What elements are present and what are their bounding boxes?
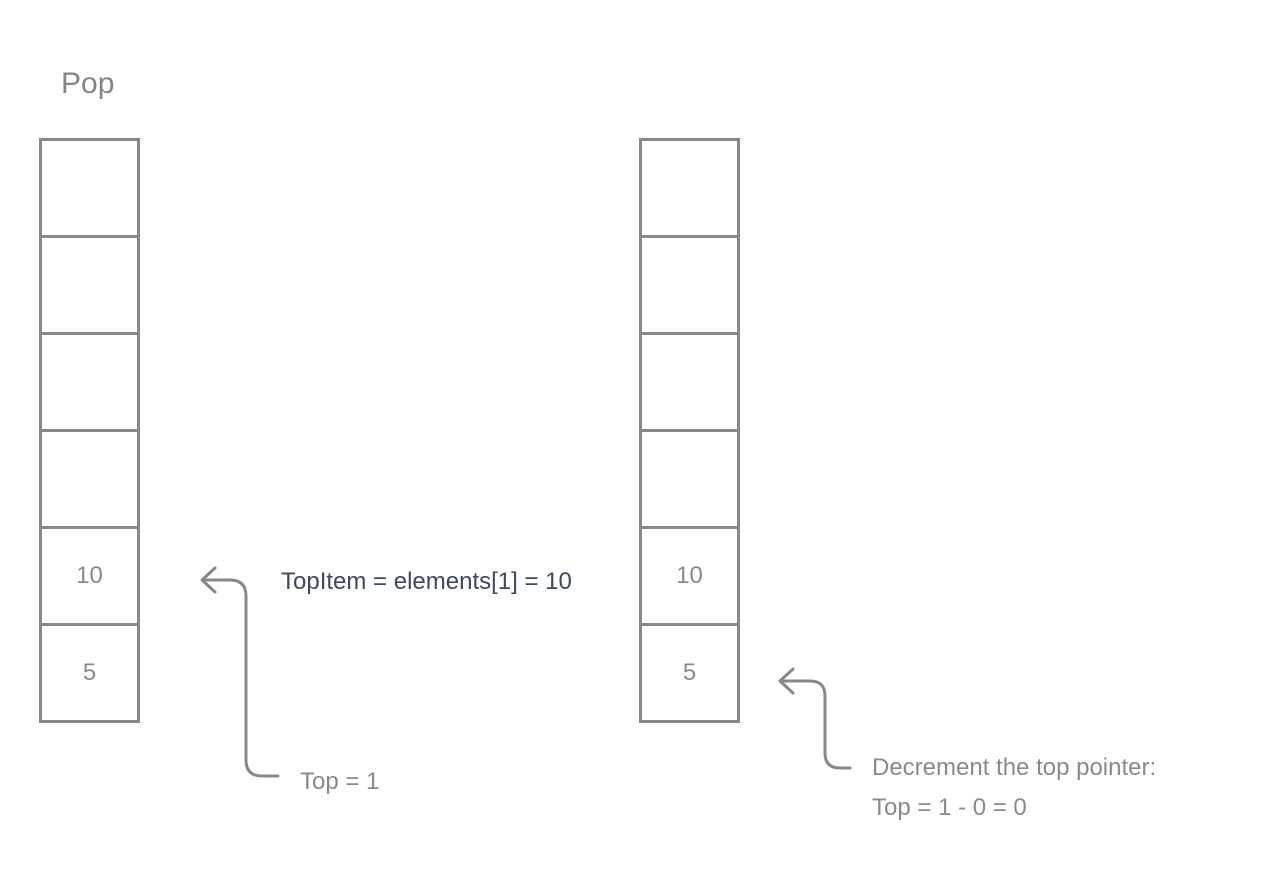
decrement-heading: Decrement the top pointer: bbox=[872, 754, 1157, 781]
top-pointer-arrow-left bbox=[200, 566, 280, 778]
top-pointer-label: Top = 1 bbox=[300, 768, 380, 795]
stack-after-pop: 10 5 bbox=[639, 138, 740, 723]
stack-cell: 5 bbox=[39, 623, 140, 723]
stack-cell: 5 bbox=[639, 623, 740, 723]
decrement-formula: Top = 1 - 0 = 0 bbox=[872, 794, 1027, 821]
top-item-annotation: TopItem = elements[1] = 10 bbox=[281, 568, 572, 595]
stack-before-pop: 10 5 bbox=[39, 138, 140, 723]
top-pointer-arrow-right bbox=[778, 667, 852, 770]
diagram-title: Pop bbox=[61, 67, 115, 100]
